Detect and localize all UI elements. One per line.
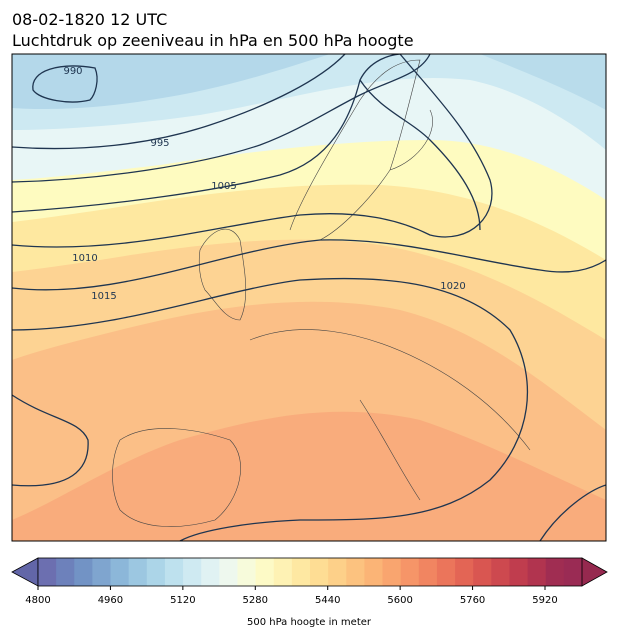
isobar: [539, 484, 606, 541]
colorbar-tick-label: 5120: [170, 595, 195, 606]
colorbar-segment: [92, 558, 112, 586]
coastline: [249, 329, 531, 501]
colorbar-tick-label: 5280: [243, 595, 268, 606]
colorbar-segment: [164, 558, 184, 586]
colorbar-segment: [110, 558, 130, 586]
colorbar-segment: [310, 558, 329, 586]
colorbar-segment: [255, 558, 275, 586]
coastline: [198, 228, 247, 321]
isobar: [32, 65, 98, 103]
colorbar-segment: [38, 558, 57, 586]
isobar-label: 995: [150, 138, 169, 149]
colorbar-tick-label: 5920: [532, 595, 557, 606]
colorbar-segment: [436, 558, 456, 586]
colorbar-segment: [418, 558, 438, 586]
colorbar-segment: [545, 558, 565, 586]
colorbar-segment: [563, 558, 583, 586]
colorbar-extend: [11, 557, 39, 587]
colorbar-segment: [328, 558, 347, 586]
colorbar-segment: [400, 558, 420, 586]
map: 990 995 1005 1010 1015 1020: [12, 54, 606, 541]
colorbar-tick-label: 5600: [387, 595, 412, 606]
title: Luchtdruk op zeeniveau in hPa en 500 hPa…: [12, 31, 414, 50]
isobar-label: 1010: [72, 253, 97, 264]
colorbar-segment: [473, 558, 492, 586]
coastline: [112, 428, 241, 527]
isobar: [12, 239, 606, 291]
colorbar-segment: [346, 558, 365, 586]
isobar: [12, 54, 481, 231]
colorbar-segment: [146, 558, 166, 586]
isobar: [12, 54, 346, 150]
colorbar-segment: [56, 558, 75, 586]
map-frame: [11, 53, 607, 542]
isobar-label: 1005: [211, 181, 236, 192]
colorbar-frame: [37, 557, 583, 587]
date: 08-02-1820 12 UTC: [12, 10, 167, 29]
isobar: [12, 277, 528, 541]
colorbar: 4800 4960 5120 5280 5440 5600 5760 5920: [11, 557, 608, 606]
colorbar-tick-label: 4960: [98, 595, 123, 606]
colorbar-segment: [237, 558, 257, 586]
colorbar-segment: [74, 558, 93, 586]
isobar-label: 1020: [440, 281, 465, 292]
colorbar-segment: [291, 558, 311, 586]
isobar: [12, 54, 431, 183]
colorbar-segment: [201, 558, 220, 586]
colorbar-segment: [183, 558, 202, 586]
isobar-label: 1015: [91, 291, 116, 302]
colorbar-segment: [509, 558, 529, 586]
isobar: [12, 394, 89, 487]
colorbar-segment: [128, 558, 148, 586]
isobar: [12, 54, 493, 248]
colorbar-segment: [527, 558, 547, 586]
colorbar-segment: [382, 558, 402, 586]
colorbar-segment: [455, 558, 474, 586]
colorbar-tick-label: 5760: [460, 595, 485, 606]
colorbar-segment: [364, 558, 384, 586]
colorbar-tick-label: 4800: [25, 595, 50, 606]
colorbar-label: 500 hPa hoogte in meter: [247, 617, 372, 628]
colorbar-segment: [273, 558, 293, 586]
colorbar-segment: [491, 558, 510, 586]
colorbar-extend: [581, 557, 608, 587]
colorbar-tick-label: 5440: [315, 595, 340, 606]
isobar-label: 990: [63, 66, 82, 77]
colorbar-segment: [219, 558, 238, 586]
